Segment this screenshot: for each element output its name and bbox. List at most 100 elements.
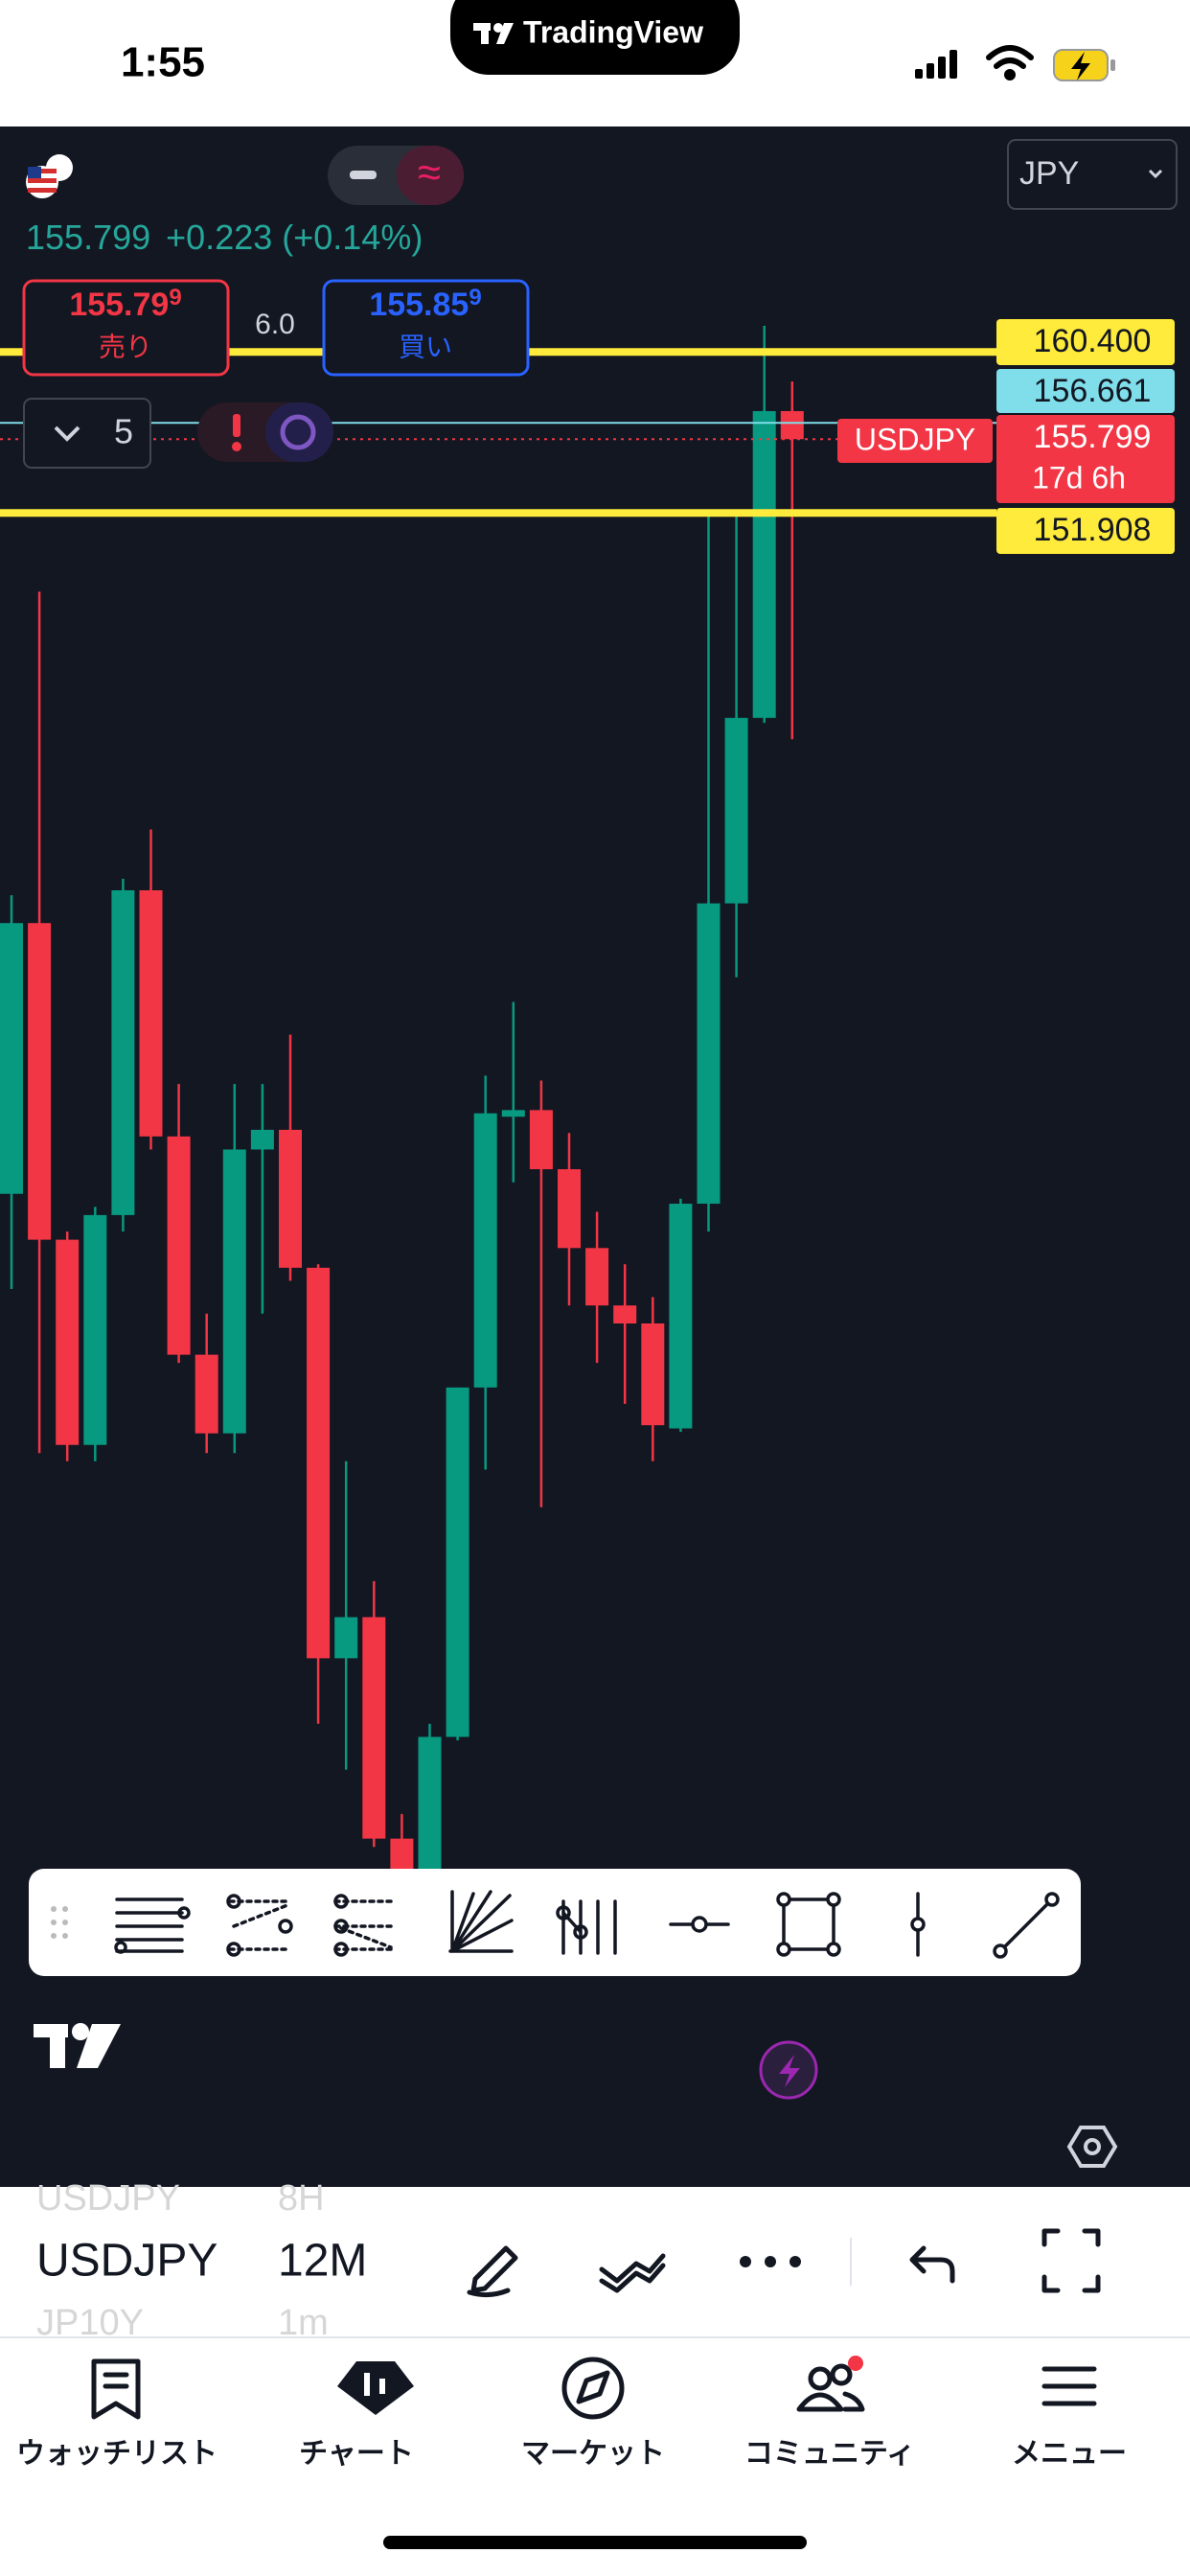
candle-body [585,1248,609,1306]
fullscreen-button[interactable] [1041,2228,1101,2293]
home-indicator [383,2536,807,2549]
candle-body [307,1267,331,1659]
tool-fib[interactable] [114,1898,191,1954]
alert-icons[interactable] [197,402,333,462]
drawing-toolbar [29,1869,1081,1976]
candle-body [446,1387,469,1737]
clock: 1:55 [121,39,205,86]
lightning-button[interactable] [759,2040,818,2100]
candle-body [473,1113,497,1388]
chart-icon [337,2361,414,2415]
candle-body [167,1136,191,1355]
candle-body [279,1129,302,1268]
candle-body [390,1838,414,1872]
symbol[interactable]: USDJPY [36,2236,217,2287]
community-badge [848,2356,863,2371]
tab-label[interactable]: マーケット [521,2438,665,2470]
flag[interactable] [26,154,73,198]
candle-body [418,1736,442,1872]
tool-channel[interactable] [226,1894,293,1957]
candle-body [0,923,23,1194]
price-lines: 160.400 156.661 155.799 17d 6h USDJPY 151.908 [0,319,1175,554]
candle-body [139,890,163,1137]
battery [1053,49,1115,81]
tool-hline[interactable] [669,1916,730,1933]
app-pill [450,0,740,75]
tool-fan[interactable] [448,1890,514,1953]
more-button[interactable] [740,2256,801,2267]
tool-trendline[interactable] [993,1892,1060,1959]
price-label-box [996,369,1175,413]
app-logo [473,23,514,44]
chart-background [0,126,1190,2187]
price-label: 160.400 [1034,323,1152,359]
price-label-box [996,319,1175,365]
candle-body [724,718,748,904]
candle-body [362,1617,386,1839]
buy-price: 155.859 [369,285,481,323]
app-name: TradingView [523,14,703,49]
signal [915,50,957,79]
candle-body [752,410,776,719]
indicators-button[interactable] [599,2253,666,2293]
price-label-box [996,508,1175,554]
symbol-bar [0,2187,1190,2336]
tab-divider [0,2336,1190,2338]
tool-pitchfork[interactable] [333,1894,397,1957]
candle-body [28,923,52,1240]
sell-price-sup: 9 [169,285,181,310]
draw-button[interactable] [467,2245,518,2298]
sell-label: 売り [99,332,152,361]
candle-body [613,1305,637,1323]
candle-body [669,1204,693,1429]
buy-button[interactable]: 155.859 買い [322,279,530,377]
community-icon [796,2363,865,2412]
tool-cycles[interactable] [556,1899,617,1955]
undo-button[interactable] [909,2245,955,2284]
tab-label[interactable]: メニュー [1012,2438,1127,2470]
countdown: 17d 6h [1032,460,1126,494]
candle-body [334,1617,358,1659]
candle-body [641,1322,665,1426]
candle-body [56,1239,80,1445]
candle-body [83,1214,107,1445]
symbol-label-box [837,419,993,463]
quantity-box[interactable]: 5 [23,398,151,469]
tab-label[interactable]: ウォッチリスト [16,2438,217,2470]
quantity: 5 [114,412,133,451]
candle-body [250,1129,274,1150]
tv-logo [34,2023,121,2068]
menu-icon [1041,2366,1097,2406]
candle-body [111,890,135,1215]
price-label: 151.908 [1034,512,1152,548]
currency-dropdown[interactable]: JPY [1007,139,1178,210]
tab-label[interactable]: チャート [299,2438,414,2470]
candle-body [195,1354,218,1434]
symbol-prev[interactable]: USDJPY [36,2178,180,2219]
interval[interactable]: 12M [278,2236,367,2287]
price-change: +0.223 (+0.14%) [166,218,423,257]
watchlist-icon [91,2358,141,2420]
sell-button[interactable]: 155.799 売り [22,279,230,377]
candle-body [780,410,804,440]
mode-toggle[interactable]: ≈ [328,146,464,205]
sell-price-main: 155.79 [69,287,169,323]
buy-price-main: 155.85 [369,287,469,323]
divider [850,2238,852,2286]
buy-price-sup: 9 [469,285,481,310]
candle-body [558,1169,581,1249]
price-label: 155.799 [1034,419,1152,455]
price-label-box [996,415,1175,503]
tool-rect[interactable] [776,1892,841,1957]
candles [0,326,804,1872]
buy-label: 買い [399,332,452,361]
interval-prev[interactable]: 8H [278,2178,325,2219]
currency: JPY [1019,155,1079,192]
svg-text:≈: ≈ [418,150,441,196]
settings-button[interactable] [1066,2126,1118,2168]
tab-label[interactable]: コミュニティ [744,2438,915,2470]
market-icon [561,2357,625,2420]
tool-vline[interactable] [910,1892,926,1957]
candle-body [529,1110,553,1170]
